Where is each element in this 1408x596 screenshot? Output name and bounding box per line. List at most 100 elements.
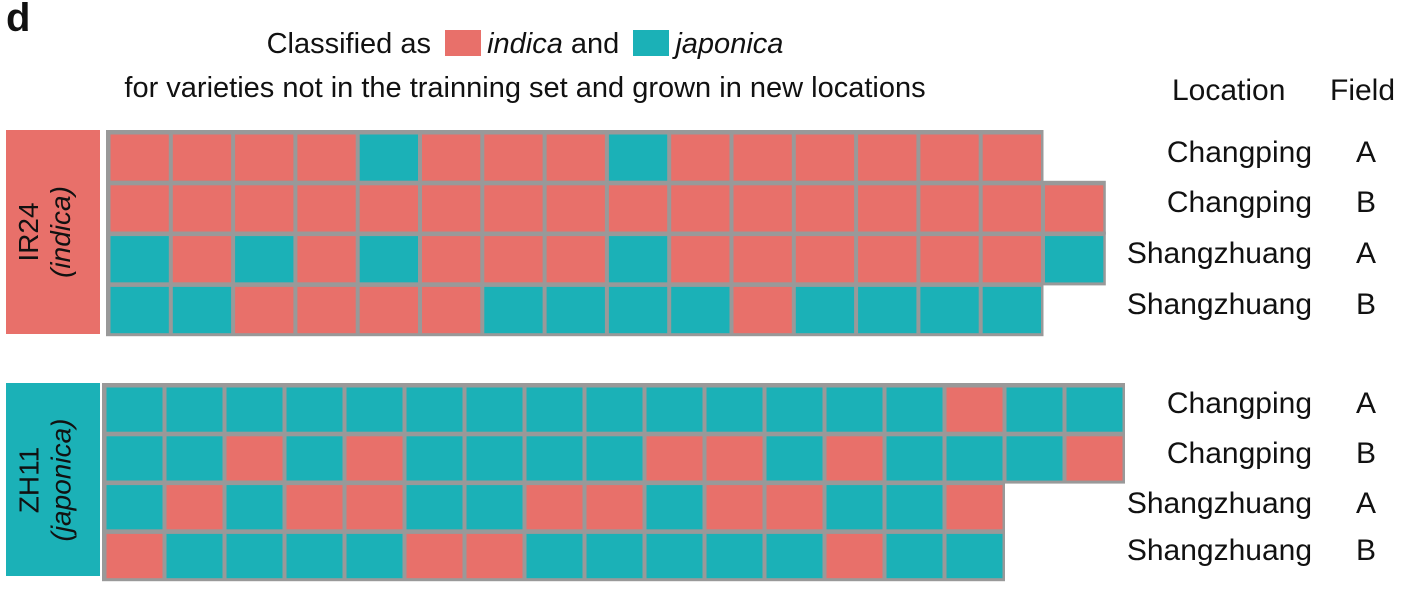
heatmap-cell: [920, 236, 979, 283]
chart-title-line1: Classified as indica and japonica: [0, 28, 1050, 61]
heatmap-cell: [106, 436, 163, 481]
heatmap-cell: [1066, 436, 1123, 481]
heatmap-cell: [646, 387, 703, 432]
heatmap-cell: [826, 387, 883, 432]
legend-swatch-japonica: [633, 30, 670, 56]
heatmap-cell: [671, 236, 730, 283]
heatmap-cell: [172, 236, 232, 283]
row-location-label: Changping: [1166, 136, 1312, 169]
heatmap-cell: [172, 185, 232, 232]
legend-label-japonica: japonica: [675, 28, 784, 60]
heatmap-cell: [733, 185, 792, 232]
heatmap-cell: [646, 485, 703, 530]
heatmap-cell: [946, 387, 1003, 432]
heatmap-cell: [226, 387, 283, 432]
heatmap-cell: [484, 185, 543, 232]
heatmap-cell: [706, 436, 763, 481]
heatmap-cell: [235, 185, 294, 232]
heatmap-cell: [359, 286, 418, 334]
heatmap-cell: [795, 134, 855, 181]
heatmap-cell: [766, 533, 823, 579]
heatmap-cell: [286, 436, 343, 481]
heatmap-cell: [110, 286, 169, 334]
heatmap-cell: [646, 436, 703, 481]
heatmap-cell: [346, 436, 403, 481]
row-location-label: Shangzhuang: [1126, 237, 1312, 270]
row-location-label: Changping: [1166, 437, 1312, 470]
heatmap-cell: [1045, 185, 1104, 232]
heatmap-cell: [795, 286, 855, 334]
heatmap-cell: [422, 134, 481, 181]
heatmap-cell: [706, 533, 763, 579]
group-label: IR24 (indica): [13, 130, 93, 334]
heatmap-cell: [608, 134, 668, 181]
heatmap-cell: [671, 134, 730, 181]
row-field-label: A: [1355, 237, 1376, 270]
heatmap-cell: [526, 436, 583, 481]
heatmap-cell: [608, 286, 668, 334]
heatmap-cell: [526, 387, 583, 432]
row-location-label: Shangzhuang: [1126, 487, 1312, 520]
heatmap-cell: [166, 387, 223, 432]
heatmap-cell: [946, 485, 1003, 530]
heatmap-cell: [359, 134, 418, 181]
heatmap-cell: [586, 533, 643, 579]
heatmap-cell: [586, 485, 643, 530]
panel-letter: d: [6, 0, 31, 40]
heatmap-cell: [858, 134, 917, 181]
heatmap-cell: [346, 533, 403, 579]
heatmap-cell: [406, 485, 463, 530]
heatmap-cell: [706, 387, 763, 432]
heatmap-cell: [359, 185, 418, 232]
row-location-label: Changping: [1166, 387, 1312, 420]
heatmap-cell: [886, 533, 943, 579]
heatmap-cell: [608, 185, 668, 232]
heatmap-cell: [546, 134, 605, 181]
heatmap-cell: [920, 134, 979, 181]
heatmap-cell: [286, 533, 343, 579]
heatmap-cell: [886, 436, 943, 481]
heatmap-cell: [1006, 436, 1063, 481]
heatmap-cell: [526, 533, 583, 579]
heatmap-cell: [586, 387, 643, 432]
heatmap-cell: [886, 485, 943, 530]
heatmap-cell: [920, 185, 979, 232]
legend-swatch-indica: [445, 30, 482, 56]
heatmap-cell: [646, 533, 703, 579]
heatmap-cell: [286, 485, 343, 530]
heatmap-cell: [346, 387, 403, 432]
heatmap-cell: [406, 387, 463, 432]
heatmap-cell: [886, 387, 943, 432]
heatmap-cell: [733, 286, 792, 334]
heatmap-cell: [706, 485, 763, 530]
heatmap-cell: [466, 387, 523, 432]
heatmap-cell: [484, 134, 543, 181]
group-subname: (japonica): [45, 418, 76, 541]
heatmap-cell: [172, 134, 232, 181]
heatmap-cell: [297, 134, 356, 181]
heatmap-cell: [546, 236, 605, 283]
heatmap-cell: [920, 286, 979, 334]
heatmap-cell: [1066, 387, 1123, 432]
heatmap-cell: [795, 236, 855, 283]
group-label: ZH11 (japonica): [13, 383, 93, 576]
heatmap-cell: [546, 286, 605, 334]
row-location-label: Shangzhuang: [1126, 288, 1312, 321]
title-prefix: Classified as: [266, 28, 431, 60]
heatmap-cell: [982, 236, 1041, 283]
heatmap-cell: [226, 485, 283, 530]
heatmap-cell: [766, 485, 823, 530]
row-field-label: A: [1355, 136, 1376, 169]
chart-title-line2: for varieties not in the trainning set a…: [124, 72, 926, 104]
heatmap-cell: [106, 485, 163, 530]
heatmap-cell: [826, 485, 883, 530]
heatmap-cell: [1045, 236, 1104, 283]
heatmap-cell: [671, 185, 730, 232]
heatmap-cell: [946, 436, 1003, 481]
row-field-label: A: [1355, 487, 1376, 520]
location-header: Location: [1172, 74, 1286, 107]
heatmap-cell: [166, 485, 223, 530]
heatmap-cell: [106, 533, 163, 579]
row-field-label: B: [1355, 534, 1376, 567]
